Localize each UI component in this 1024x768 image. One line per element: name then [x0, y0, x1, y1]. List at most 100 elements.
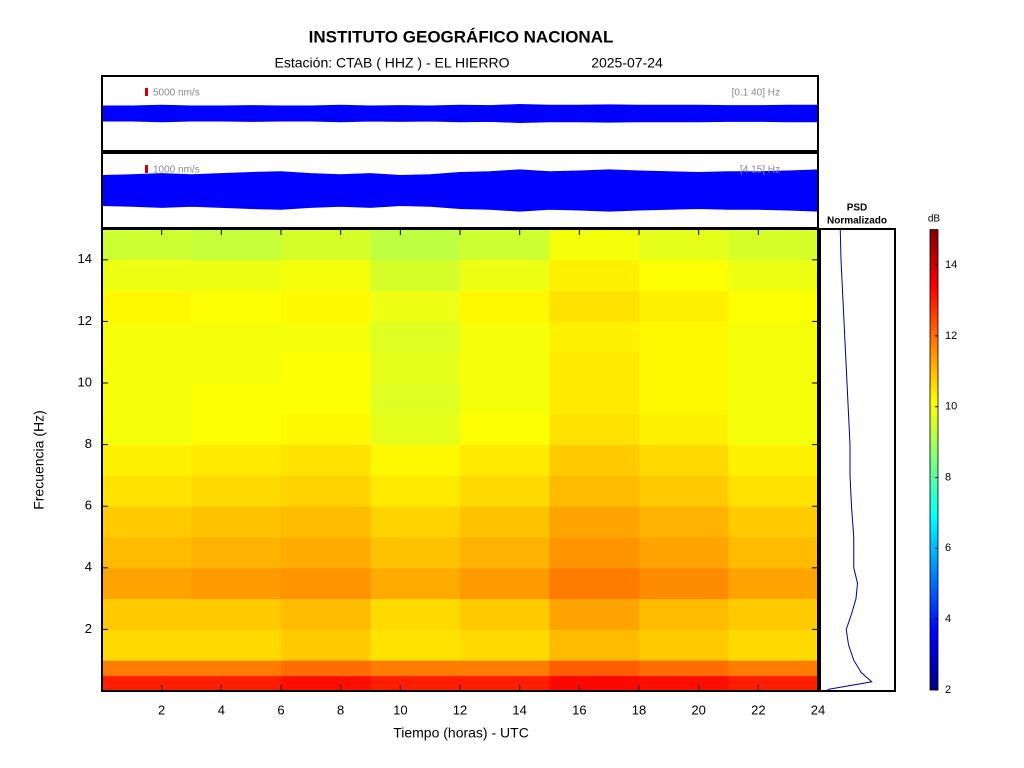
colorbar-tick-label: 2: [945, 684, 951, 696]
spectrogram-cell: [460, 444, 550, 476]
x-tick-label: 24: [811, 702, 825, 717]
spectrogram-cell: [370, 413, 461, 446]
spectrogram-cell: [370, 675, 461, 692]
spectrogram-cell: [639, 567, 729, 600]
spectrogram-cell: [639, 444, 729, 476]
spectrogram-cell: [281, 506, 371, 538]
spectrogram-cell: [281, 475, 371, 507]
spectrogram-cell: [728, 475, 819, 507]
spectrogram-cell: [549, 567, 640, 600]
x-tick-label: 18: [632, 702, 646, 717]
spectrogram-cell: [191, 675, 282, 692]
spectrogram-cell: [549, 506, 640, 538]
spectrogram-cell: [102, 475, 192, 507]
spectrogram-cell: [281, 259, 371, 292]
x-tick-label: 6: [277, 702, 284, 717]
spectrogram-cell: [549, 537, 640, 569]
spectrogram-cell: [102, 229, 192, 261]
trace-band: [4 15] Hz: [740, 165, 780, 176]
spectrogram-cell: [370, 229, 461, 261]
y-tick-label: 14: [78, 251, 92, 266]
spectrogram-cell: [460, 567, 550, 600]
colorbar-tick-label: 10: [945, 401, 957, 413]
spectrogram-cell: [549, 259, 640, 292]
spectrogram-cell: [549, 413, 640, 446]
trace-scale: 5000 nm/s: [153, 88, 200, 99]
spectrogram-cell: [102, 413, 192, 446]
spectrogram-cell: [639, 475, 729, 507]
spectrogram-cell: [728, 321, 819, 353]
trace-frame: [101, 152, 819, 229]
spectrogram-cell: [191, 229, 282, 261]
spectrogram-cell: [460, 506, 550, 538]
spectrogram-cell: [728, 290, 819, 322]
spectrogram-cell: [102, 290, 192, 322]
spectrogram-cell: [102, 567, 192, 600]
spectrogram-cell: [191, 537, 282, 569]
spectrogram-cell: [639, 660, 729, 677]
spectrogram-cell: [549, 321, 640, 353]
spectrogram-cell: [639, 383, 729, 415]
spectrogram-cell: [460, 229, 550, 261]
spectrogram-cell: [281, 598, 371, 630]
spectrogram-cell: [728, 229, 819, 261]
spectrogram-cell: [728, 629, 819, 661]
spectrogram-cell: [102, 506, 192, 538]
x-tick-label: 22: [751, 702, 765, 717]
x-tick-label: 8: [337, 702, 344, 717]
spectrogram-cell: [549, 475, 640, 507]
spectrogram-cell: [549, 598, 640, 630]
y-tick-label: 2: [85, 621, 92, 636]
spectrogram-cell: [639, 675, 729, 692]
spectrogram-cell: [728, 383, 819, 415]
colorbar-tick-label: 4: [945, 613, 951, 625]
spectrogram-cell: [639, 352, 729, 384]
spectrogram-cell: [191, 259, 282, 292]
x-tick-label: 14: [512, 702, 526, 717]
psd-panel: [819, 228, 896, 692]
spectrogram-cell: [370, 598, 461, 630]
spectrogram-cell: [549, 675, 640, 692]
spectrogram-cell: [370, 567, 461, 600]
spectrogram-cell: [549, 229, 640, 261]
spectrogram-cell: [639, 229, 729, 261]
y-tick-label: 6: [85, 498, 92, 513]
x-tick-label: 2: [158, 702, 165, 717]
y-tick-label: 8: [85, 436, 92, 451]
seismic-trace: [101, 169, 819, 212]
y-tick-label: 10: [78, 374, 92, 389]
spectrogram-cell: [460, 660, 550, 677]
spectrogram-cell: [460, 629, 550, 661]
spectrogram-cell: [639, 321, 729, 353]
spectrogram-cell: [460, 413, 550, 446]
spectrogram-cell: [639, 598, 729, 630]
spectrogram-cell: [460, 598, 550, 630]
subtitle: Estación: CTAB ( HHZ ) - EL HIERRO: [275, 55, 510, 71]
spectrogram-cell: [191, 506, 282, 538]
spectrogram-cell: [102, 352, 192, 384]
spectrogram-cell: [460, 290, 550, 322]
spectrogram-cell: [639, 506, 729, 538]
psd-title: Normalizado: [827, 216, 887, 227]
spectrogram-cell: [370, 629, 461, 661]
spectrogram-cell: [370, 290, 461, 322]
trace-scale: 1000 nm/s: [153, 165, 200, 176]
spectrogram-cell: [281, 675, 371, 692]
y-tick-label: 12: [78, 313, 92, 328]
x-tick-label: 4: [218, 702, 225, 717]
spectrogram-cell: [191, 383, 282, 415]
spectrogram-cell: [102, 259, 192, 292]
spectrogram-cell: [639, 537, 729, 569]
spectrogram-cell: [281, 413, 371, 446]
spectrogram-cell: [460, 675, 550, 692]
x-tick-label: 10: [393, 702, 407, 717]
spectrogram-cell: [370, 475, 461, 507]
spectrogram-cell: [549, 444, 640, 476]
spectrogram-cell: [281, 290, 371, 322]
spectrogram-cell: [102, 675, 192, 692]
scale-bar: [145, 88, 148, 96]
spectrogram-cell: [728, 598, 819, 630]
spectrogram-cell: [639, 413, 729, 446]
spectrogram-cell: [460, 475, 550, 507]
